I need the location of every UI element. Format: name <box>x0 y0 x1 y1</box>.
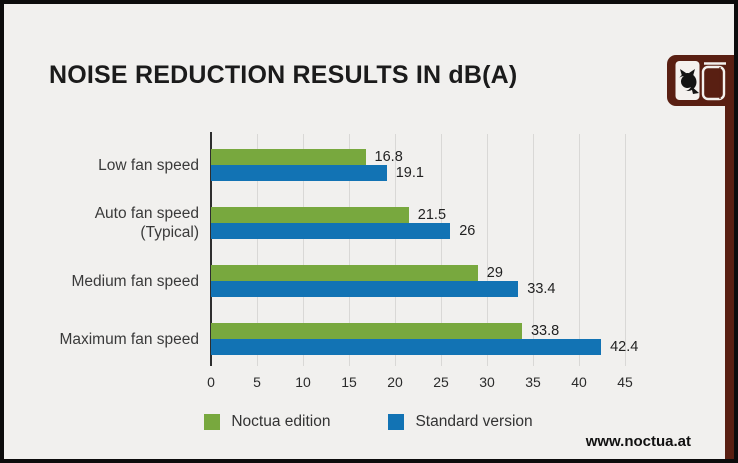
category-label: Maximum fan speed <box>59 330 199 348</box>
gridline <box>579 134 580 366</box>
gridline <box>395 134 396 366</box>
bar-noctua: 21.5 <box>211 207 446 223</box>
x-tick-label: 45 <box>617 374 633 390</box>
bar-noctua: 33.8 <box>211 323 559 339</box>
bar-value-label: 26 <box>459 223 476 239</box>
bar-standard: 42.4 <box>211 339 638 355</box>
x-tick-label: 5 <box>253 374 261 390</box>
gridline <box>257 134 258 366</box>
category-label: Medium fan speed <box>71 272 199 290</box>
gridline <box>441 134 442 366</box>
bar-value-label: 19.1 <box>395 165 424 181</box>
x-tick-label: 15 <box>341 374 357 390</box>
category-row: Auto fan speed (Typical) 21.5 26 <box>95 205 625 241</box>
gridline <box>349 134 350 366</box>
category-row: Medium fan speed 29 33.4 <box>71 265 625 297</box>
chart-legend: Noctua edition Standard version <box>4 413 733 431</box>
category-label: Auto fan speed (Typical) <box>94 205 199 241</box>
x-tick-label: 20 <box>387 374 403 390</box>
bar-standard: 26 <box>211 223 475 239</box>
y-axis-line <box>210 132 212 366</box>
category-row: Low fan speed 16.8 19.1 <box>98 149 625 181</box>
website-text: www.noctua.at <box>585 433 691 450</box>
bar-standard: 19.1 <box>211 165 424 181</box>
legend-swatch <box>204 414 221 430</box>
legend-swatch <box>388 414 405 430</box>
x-tick-label: 35 <box>525 374 541 390</box>
bar-value-label: 21.5 <box>417 207 447 223</box>
brand-strip <box>725 55 734 459</box>
x-tick-label: 25 <box>433 374 449 390</box>
legend-label: Standard version <box>415 413 533 430</box>
category-row: Maximum fan speed 33.8 42.4 <box>59 323 638 355</box>
gridline <box>303 134 304 366</box>
page-title: NOISE REDUCTION RESULTS IN dB(A) <box>49 61 518 89</box>
legend-label: Noctua edition <box>231 413 331 430</box>
x-tick-label: 0 <box>207 374 215 390</box>
chart-plot-area: Low fan speed 16.8 19.1 Auto fan speed (Typ… <box>59 132 638 390</box>
category-label: Low fan speed <box>98 156 199 174</box>
bar-standard: 33.4 <box>211 281 556 297</box>
noctua-logo <box>667 55 734 106</box>
bar-value-label: 29 <box>486 265 503 281</box>
gridline <box>487 134 488 366</box>
x-tick-label: 40 <box>571 374 587 390</box>
gridline <box>625 134 626 366</box>
noctua-owl-fan-icon <box>675 61 726 101</box>
bar-noctua: 29 <box>211 265 503 281</box>
legend-item: Standard version <box>388 413 533 431</box>
legend-item: Noctua edition <box>204 413 330 431</box>
bar-value-label: 33.8 <box>530 323 560 339</box>
x-tick-label: 30 <box>479 374 495 390</box>
bar-value-label: 16.8 <box>374 149 403 165</box>
bar-noctua: 16.8 <box>211 149 403 165</box>
gridline <box>533 134 534 366</box>
bar-value-label: 33.4 <box>527 281 556 297</box>
x-tick-label: 10 <box>295 374 311 390</box>
bar-value-label: 42.4 <box>610 339 639 355</box>
